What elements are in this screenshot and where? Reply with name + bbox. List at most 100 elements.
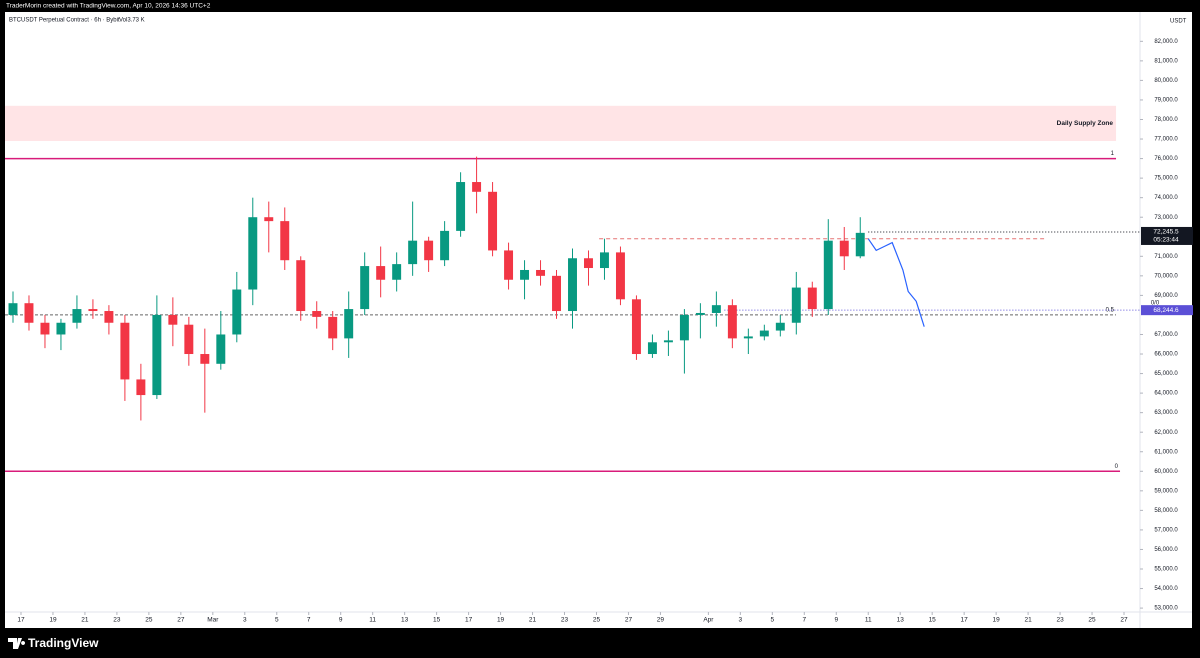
candle-body	[711, 305, 721, 313]
candle-body	[536, 269, 546, 276]
logo-text: TradingView	[28, 636, 99, 650]
y-tick-label: 69,000.0	[1154, 293, 1178, 299]
y-tick-label: 64,000.0	[1154, 391, 1178, 397]
candle-body	[424, 240, 434, 261]
x-tick-label: 9	[339, 617, 343, 624]
candle-body	[104, 311, 114, 323]
y-tick-label: 66,000.0	[1154, 352, 1178, 358]
x-tick-label: 5	[771, 617, 775, 624]
candle-body	[807, 287, 817, 310]
y-tick-label: 73,000.0	[1154, 215, 1178, 221]
y-tick-label: 56,000.0	[1154, 547, 1178, 553]
x-tick-label: 23	[561, 617, 569, 624]
candle-body	[136, 379, 146, 396]
x-tick-label: Apr	[703, 617, 714, 624]
x-tick-label: 27	[177, 617, 185, 624]
x-tick-label: 27	[1120, 617, 1128, 624]
x-tick-label: 17	[465, 617, 473, 624]
x-tick-label: 19	[993, 617, 1001, 624]
x-tick-label: 25	[593, 617, 601, 624]
countdown: 05:23:44	[1153, 237, 1179, 244]
x-tick-label: 7	[802, 617, 806, 624]
logo-icon	[8, 638, 26, 649]
y-tick-label: 54,000.0	[1154, 586, 1178, 592]
x-tick-label: 21	[1024, 617, 1032, 624]
chart-area	[5, 12, 1192, 628]
candle-body	[504, 250, 514, 280]
candle-body	[456, 182, 466, 231]
candle-body	[376, 266, 386, 280]
y-tick-label: 53,000.0	[1154, 606, 1178, 612]
x-tick-label: 13	[401, 617, 409, 624]
y-tick-label: 60,000.0	[1154, 469, 1178, 475]
x-tick-label: 5	[275, 617, 279, 624]
candle-body	[120, 322, 130, 380]
x-tick-label: 27	[625, 617, 633, 624]
candle-body	[296, 260, 306, 312]
logo: TradingView	[8, 636, 99, 650]
y-tick-label: 75,000.0	[1154, 176, 1178, 182]
candle-body	[520, 269, 530, 280]
candle-body	[200, 354, 210, 364]
y-tick-label: 81,000.0	[1154, 58, 1178, 64]
volume-label: Vol3.73 K	[119, 18, 145, 24]
candle-body	[759, 330, 769, 337]
candle-body	[40, 322, 50, 335]
y-tick-label: 74,000.0	[1154, 195, 1178, 201]
candle-body	[472, 182, 482, 192]
candle-body	[72, 309, 82, 323]
currency: USDT	[1170, 19, 1187, 25]
x-tick-label: 3	[243, 617, 247, 624]
candle-body	[232, 289, 242, 335]
y-tick-label: 55,000.0	[1154, 567, 1178, 573]
candle-body	[184, 324, 194, 355]
x-tick-label: Mar	[207, 617, 219, 624]
marker-box	[1141, 305, 1193, 316]
y-tick-label: 63,000.0	[1154, 410, 1178, 416]
y-tick-label: 57,000.0	[1154, 527, 1178, 533]
y-tick-label: 65,000.0	[1154, 371, 1178, 377]
x-tick-label: 21	[529, 617, 537, 624]
y-tick-label: 61,000.0	[1154, 449, 1178, 455]
x-tick-label: 17	[17, 617, 25, 624]
supply-zone-label: Daily Supply Zone	[1057, 120, 1114, 127]
x-tick-label: 19	[497, 617, 505, 624]
x-tick-label: 23	[1056, 617, 1064, 624]
level-label: 0	[1115, 464, 1119, 470]
candle-body	[663, 340, 673, 343]
candle-body	[440, 230, 450, 261]
projection	[867, 238, 925, 327]
header: TraderMorin created with TradingView.com…	[6, 3, 211, 10]
candle-body	[568, 258, 577, 312]
candle-body	[56, 322, 66, 335]
y-tick-label: 70,000.0	[1154, 273, 1178, 279]
chart-title: BTCUSDT Perpetual Contract · 6h · Bybit	[9, 18, 120, 24]
y-tick-label: 58,000.0	[1154, 508, 1178, 514]
x-tick-label: 11	[865, 617, 872, 624]
candle-body	[791, 287, 801, 323]
x-tick-label: 23	[113, 617, 121, 624]
candle-body	[727, 305, 737, 339]
candle-body	[679, 314, 689, 341]
candle-body	[344, 309, 354, 339]
y-tick-label: 78,000.0	[1154, 117, 1178, 123]
candle-body	[152, 314, 162, 396]
x-tick-label: 17	[961, 617, 969, 624]
y-tick-label: 76,000.0	[1154, 156, 1178, 162]
y-tick-label: 79,000.0	[1154, 98, 1178, 104]
candle-body	[823, 240, 833, 310]
y-tick-label: 67,000.0	[1154, 332, 1178, 338]
candle-body	[280, 221, 290, 261]
x-tick-label: 15	[433, 617, 441, 624]
x-tick-label: 19	[49, 617, 57, 624]
x-tick-label: 15	[929, 617, 937, 624]
candle-body	[488, 191, 498, 251]
candle-body	[695, 312, 705, 315]
y-tick-label: 77,000.0	[1154, 137, 1178, 143]
candle-body	[216, 334, 226, 364]
candle-body	[360, 266, 370, 310]
candle-body	[312, 311, 322, 317]
candle-body	[8, 303, 18, 315]
